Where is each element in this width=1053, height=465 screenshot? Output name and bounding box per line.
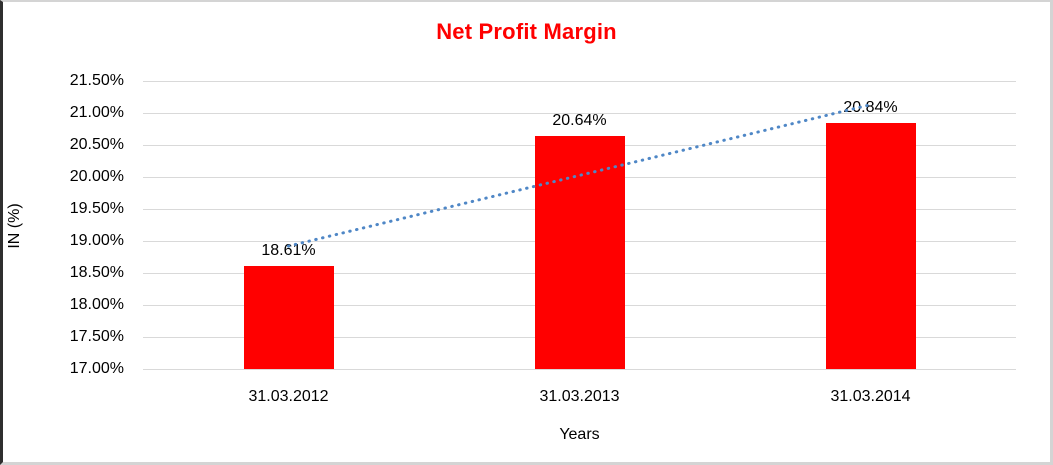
y-tick-label: 17.50% bbox=[69, 328, 124, 345]
y-tick-label: 19.00% bbox=[69, 232, 124, 249]
bar bbox=[534, 136, 625, 369]
x-axis-title: Years bbox=[559, 426, 600, 443]
gridline bbox=[143, 369, 1016, 370]
y-tick-label: 21.00% bbox=[69, 104, 124, 121]
plot-area: 18.61% 20.64% 20.84% bbox=[143, 81, 1016, 370]
bar bbox=[825, 123, 916, 369]
gridline bbox=[143, 81, 1016, 82]
x-category-label: 31.03.2014 bbox=[830, 388, 911, 405]
y-axis-title: IN (%) bbox=[6, 203, 23, 249]
y-tick-label: 18.50% bbox=[69, 264, 124, 281]
bar-value-label: 20.64% bbox=[552, 112, 607, 130]
y-tick-label: 21.50% bbox=[69, 72, 124, 89]
bar-value-label: 20.84% bbox=[843, 99, 898, 117]
y-tick-label: 18.00% bbox=[69, 296, 124, 313]
y-tick-label: 17.00% bbox=[69, 360, 124, 377]
y-tick-label: 20.50% bbox=[69, 136, 124, 153]
y-tick-label: 20.00% bbox=[69, 168, 124, 185]
x-category-label: 31.03.2012 bbox=[248, 388, 329, 405]
chart-title: Net Profit Margin bbox=[436, 19, 617, 44]
bar bbox=[243, 265, 334, 369]
x-category-label: 31.03.2013 bbox=[539, 388, 620, 405]
bar-value-label: 18.61% bbox=[261, 241, 316, 259]
y-tick-label: 19.50% bbox=[69, 200, 124, 217]
